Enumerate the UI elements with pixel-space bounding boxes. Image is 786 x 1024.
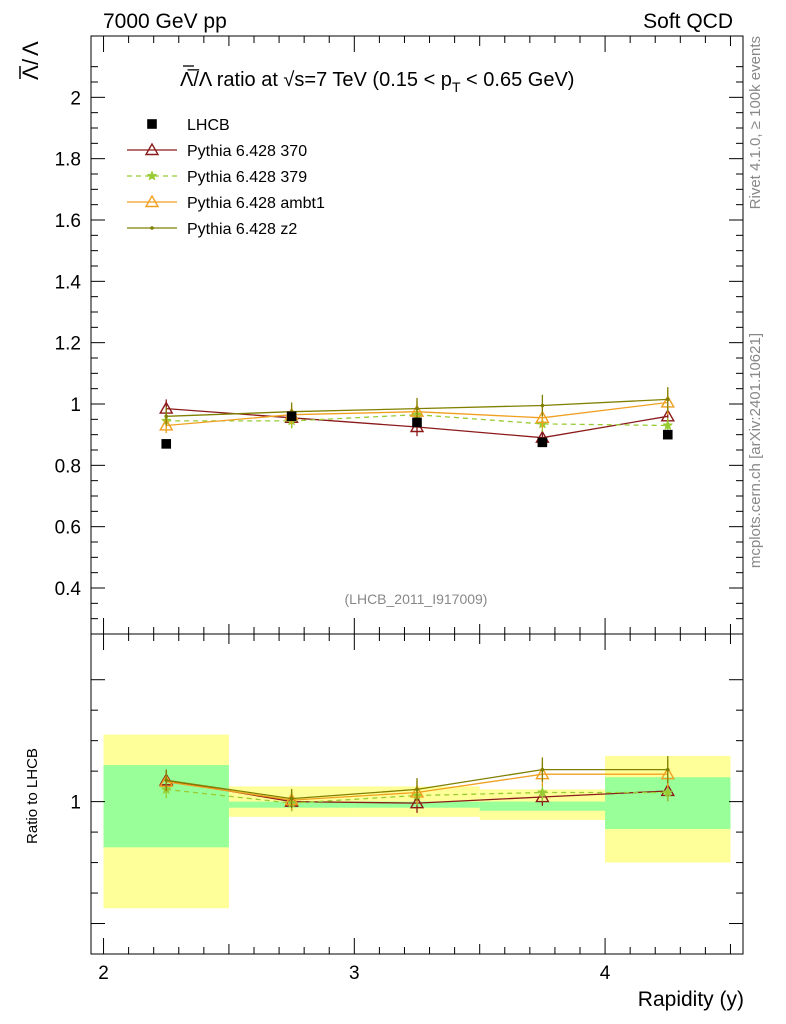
y-tick-label-7: 1.8 bbox=[55, 150, 81, 171]
analysis-id: (LHCB_2011_I917009) bbox=[345, 591, 488, 607]
ratio-point-3-0 bbox=[164, 778, 169, 783]
y-tick-label-8: 2 bbox=[70, 88, 81, 109]
x-axis-label: Rapidity (y) bbox=[638, 988, 744, 1011]
series-line-1 bbox=[166, 414, 668, 427]
svg-text:Λ: Λ bbox=[18, 41, 43, 56]
legend-marker-2 bbox=[144, 194, 160, 208]
data-point-4 bbox=[662, 429, 673, 440]
y-tick-label-1: 0.6 bbox=[55, 518, 81, 539]
ratio-plot-frame bbox=[90, 633, 744, 955]
rivet-label: Rivet 4.1.0, ≥ 100k events bbox=[747, 36, 764, 209]
data-point-3 bbox=[537, 437, 548, 448]
series-point-2-3 bbox=[535, 410, 550, 423]
ratio-point-3-3 bbox=[540, 767, 545, 772]
legend-label-1: Pythia 6.428 379 bbox=[187, 169, 307, 186]
legend-label-3: Pythia 6.428 z2 bbox=[187, 221, 297, 238]
x-tick-label-2: 4 bbox=[600, 963, 611, 984]
legend-marker-3 bbox=[150, 226, 154, 230]
legend-marker-1 bbox=[146, 170, 158, 181]
ratio-point-3-2 bbox=[415, 787, 419, 792]
y-tick-label-0: 0.4 bbox=[55, 579, 82, 600]
series-point-2-0 bbox=[159, 418, 174, 431]
x-tick-label-0: 2 bbox=[98, 963, 109, 984]
legend-marker-data bbox=[147, 119, 157, 129]
mcplots-label: mcplots.cern.ch [arXiv:2401.10621] bbox=[747, 333, 764, 568]
ratio-point-1-3 bbox=[536, 786, 548, 798]
ratio-point-0-2 bbox=[409, 795, 425, 809]
ratio-band-green-3 bbox=[479, 801, 606, 811]
series-point-3-4 bbox=[665, 397, 670, 402]
series-point-1-4 bbox=[662, 419, 674, 431]
ratio-point-3-1 bbox=[289, 796, 294, 801]
legend-label-2: Pythia 6.428 ambt1 bbox=[187, 195, 325, 212]
data-point-1 bbox=[286, 411, 297, 422]
ratio-point-3-4 bbox=[665, 767, 670, 772]
ratio-y-tick-label-0: 1 bbox=[70, 793, 81, 814]
header-right: Soft QCD bbox=[643, 10, 733, 33]
data-point-0 bbox=[161, 439, 172, 449]
legend-label-0: Pythia 6.428 370 bbox=[187, 143, 307, 160]
legend-label-data: LHCB bbox=[187, 117, 230, 134]
y-tick-label-4: 1.2 bbox=[55, 334, 81, 355]
series-point-3-2 bbox=[415, 406, 419, 411]
header-left: 7000 GeV pp bbox=[103, 10, 227, 33]
y-tick-label-6: 1.6 bbox=[55, 211, 81, 232]
ratio-point-1-4 bbox=[662, 786, 674, 798]
ratio-y-label: Ratio to LHCB bbox=[24, 748, 41, 844]
svg-text:Λ: Λ bbox=[18, 65, 43, 80]
y-tick-label-2: 0.8 bbox=[55, 456, 81, 477]
y-tick-label-3: 1 bbox=[70, 395, 81, 416]
y-tick-label-5: 1.4 bbox=[55, 272, 82, 293]
chart-title: Λ̅/Λ ratio at √s=7 TeV (0.15 < pT < 0.65… bbox=[180, 68, 574, 95]
svg-text:/: / bbox=[18, 58, 43, 65]
legend-marker-0 bbox=[144, 142, 160, 156]
data-point-2 bbox=[412, 417, 422, 428]
series-point-3-3 bbox=[540, 403, 545, 408]
y-axis-label: Λ / Λ bbox=[18, 41, 43, 80]
ratio-line-1 bbox=[166, 788, 668, 804]
x-tick-label-1: 3 bbox=[349, 963, 360, 984]
series-point-3-0 bbox=[164, 414, 169, 419]
